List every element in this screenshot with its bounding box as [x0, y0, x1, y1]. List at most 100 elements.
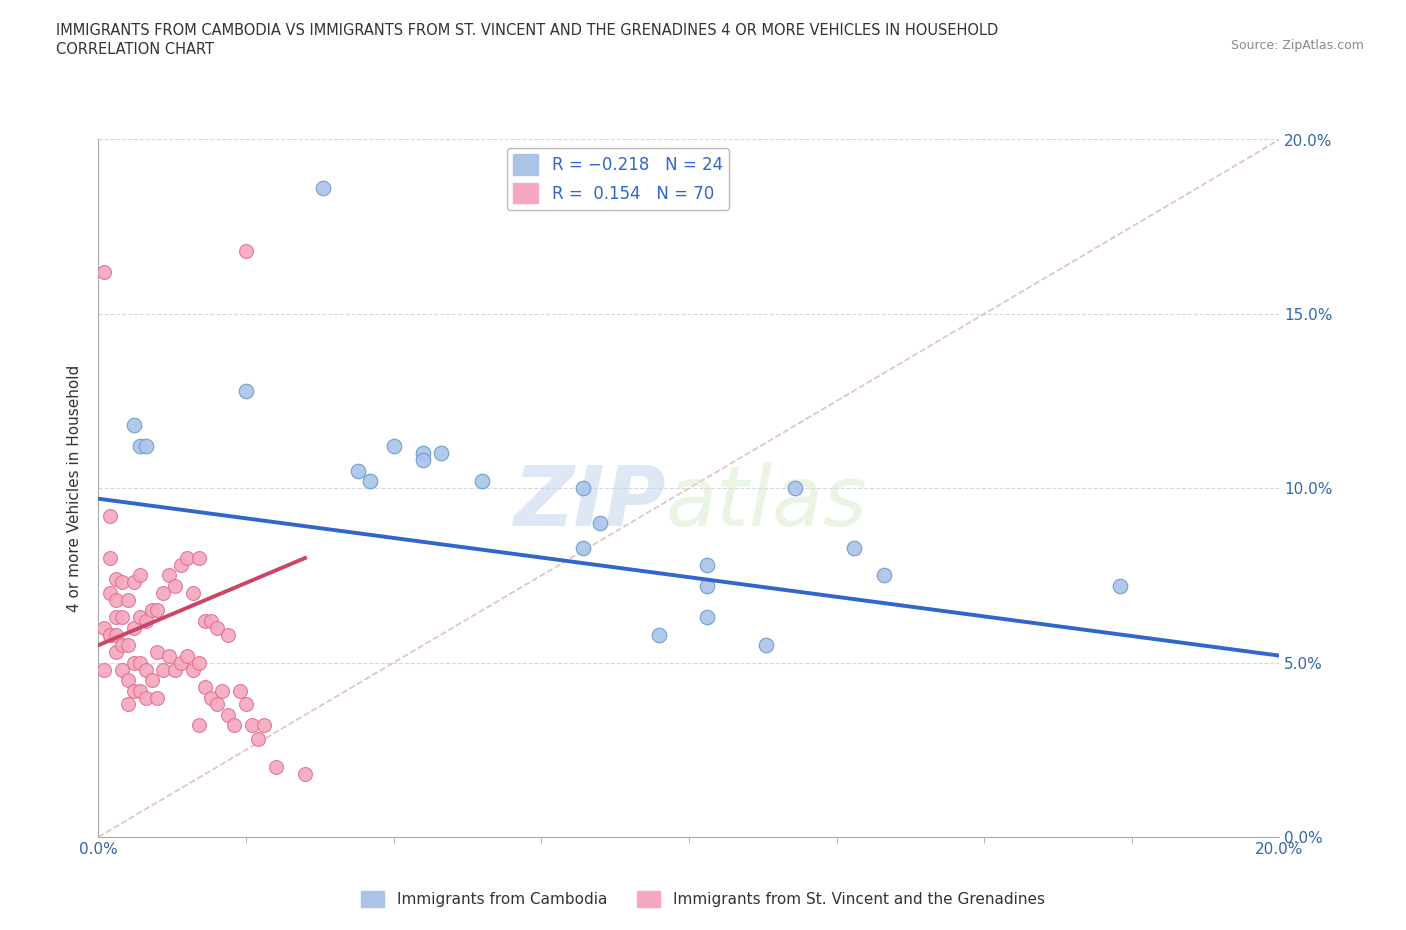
Point	[217, 708, 239, 723]
Point	[873, 568, 896, 583]
Point	[128, 568, 150, 583]
Point	[382, 439, 405, 454]
Point	[1109, 578, 1132, 593]
Point	[696, 610, 718, 625]
Point	[205, 620, 228, 635]
Point	[229, 683, 252, 698]
Point	[135, 439, 157, 454]
Point	[589, 515, 612, 530]
Point	[111, 638, 134, 653]
Point	[430, 446, 453, 461]
Point	[105, 628, 128, 643]
Point	[98, 509, 121, 524]
Point	[571, 481, 593, 496]
Point	[135, 690, 157, 705]
Point	[141, 672, 163, 687]
Point	[98, 551, 121, 565]
Point	[181, 662, 204, 677]
Point	[211, 683, 233, 698]
Point	[785, 481, 807, 496]
Point	[152, 586, 174, 601]
Point	[347, 463, 370, 478]
Point	[117, 592, 139, 607]
Point	[235, 383, 257, 398]
Point	[122, 418, 145, 433]
Point	[93, 620, 115, 635]
Point	[98, 628, 121, 643]
Point	[165, 578, 187, 593]
Point	[122, 656, 145, 671]
Legend: R = −0.218   N = 24, R =  0.154   N = 70: R = −0.218 N = 24, R = 0.154 N = 70	[506, 148, 730, 210]
Point	[98, 628, 121, 643]
Text: IMMIGRANTS FROM CAMBODIA VS IMMIGRANTS FROM ST. VINCENT AND THE GRENADINES 4 OR : IMMIGRANTS FROM CAMBODIA VS IMMIGRANTS F…	[56, 23, 998, 38]
Point	[264, 760, 287, 775]
Point	[146, 690, 169, 705]
Text: ZIP: ZIP	[513, 461, 665, 543]
Point	[128, 683, 150, 698]
Point	[165, 662, 187, 677]
Point	[235, 698, 257, 712]
Point	[111, 575, 134, 590]
Point	[246, 732, 269, 747]
Point	[128, 439, 150, 454]
Point	[294, 766, 316, 781]
Point	[128, 610, 150, 625]
Point	[696, 578, 718, 593]
Text: atlas: atlas	[665, 461, 868, 543]
Point	[187, 718, 209, 733]
Text: CORRELATION CHART: CORRELATION CHART	[56, 42, 214, 57]
Point	[122, 683, 145, 698]
Point	[122, 620, 145, 635]
Point	[471, 474, 494, 489]
Point	[117, 638, 139, 653]
Point	[187, 656, 209, 671]
Point	[98, 586, 121, 601]
Point	[176, 648, 198, 663]
Point	[117, 698, 139, 712]
Point	[844, 540, 866, 555]
Point	[648, 628, 671, 643]
Point	[170, 656, 193, 671]
Point	[93, 264, 115, 279]
Point	[105, 571, 128, 587]
Point	[146, 603, 169, 618]
Point	[194, 614, 217, 629]
Point	[359, 474, 381, 489]
Point	[187, 551, 209, 565]
Point	[146, 644, 169, 659]
Text: Source: ZipAtlas.com: Source: ZipAtlas.com	[1230, 39, 1364, 52]
Point	[141, 603, 163, 618]
Point	[152, 662, 174, 677]
Point	[117, 672, 139, 687]
Point	[224, 718, 246, 733]
Point	[194, 680, 217, 695]
Point	[135, 662, 157, 677]
Point	[312, 181, 335, 196]
Point	[200, 614, 222, 629]
Point	[170, 558, 193, 573]
Point	[235, 244, 257, 259]
Point	[128, 656, 150, 671]
Point	[122, 575, 145, 590]
Point	[105, 610, 128, 625]
Point	[181, 586, 204, 601]
Point	[205, 698, 228, 712]
Point	[105, 592, 128, 607]
Point	[157, 648, 180, 663]
Point	[412, 453, 434, 468]
Point	[111, 610, 134, 625]
Legend: Immigrants from Cambodia, Immigrants from St. Vincent and the Grenadines: Immigrants from Cambodia, Immigrants fro…	[356, 884, 1050, 913]
Point	[135, 614, 157, 629]
Point	[755, 638, 778, 653]
Point	[157, 568, 180, 583]
Point	[253, 718, 276, 733]
Y-axis label: 4 or more Vehicles in Household: 4 or more Vehicles in Household	[67, 365, 83, 612]
Point	[217, 628, 239, 643]
Point	[412, 446, 434, 461]
Point	[93, 662, 115, 677]
Point	[176, 551, 198, 565]
Point	[111, 662, 134, 677]
Point	[240, 718, 263, 733]
Point	[696, 558, 718, 573]
Point	[200, 690, 222, 705]
